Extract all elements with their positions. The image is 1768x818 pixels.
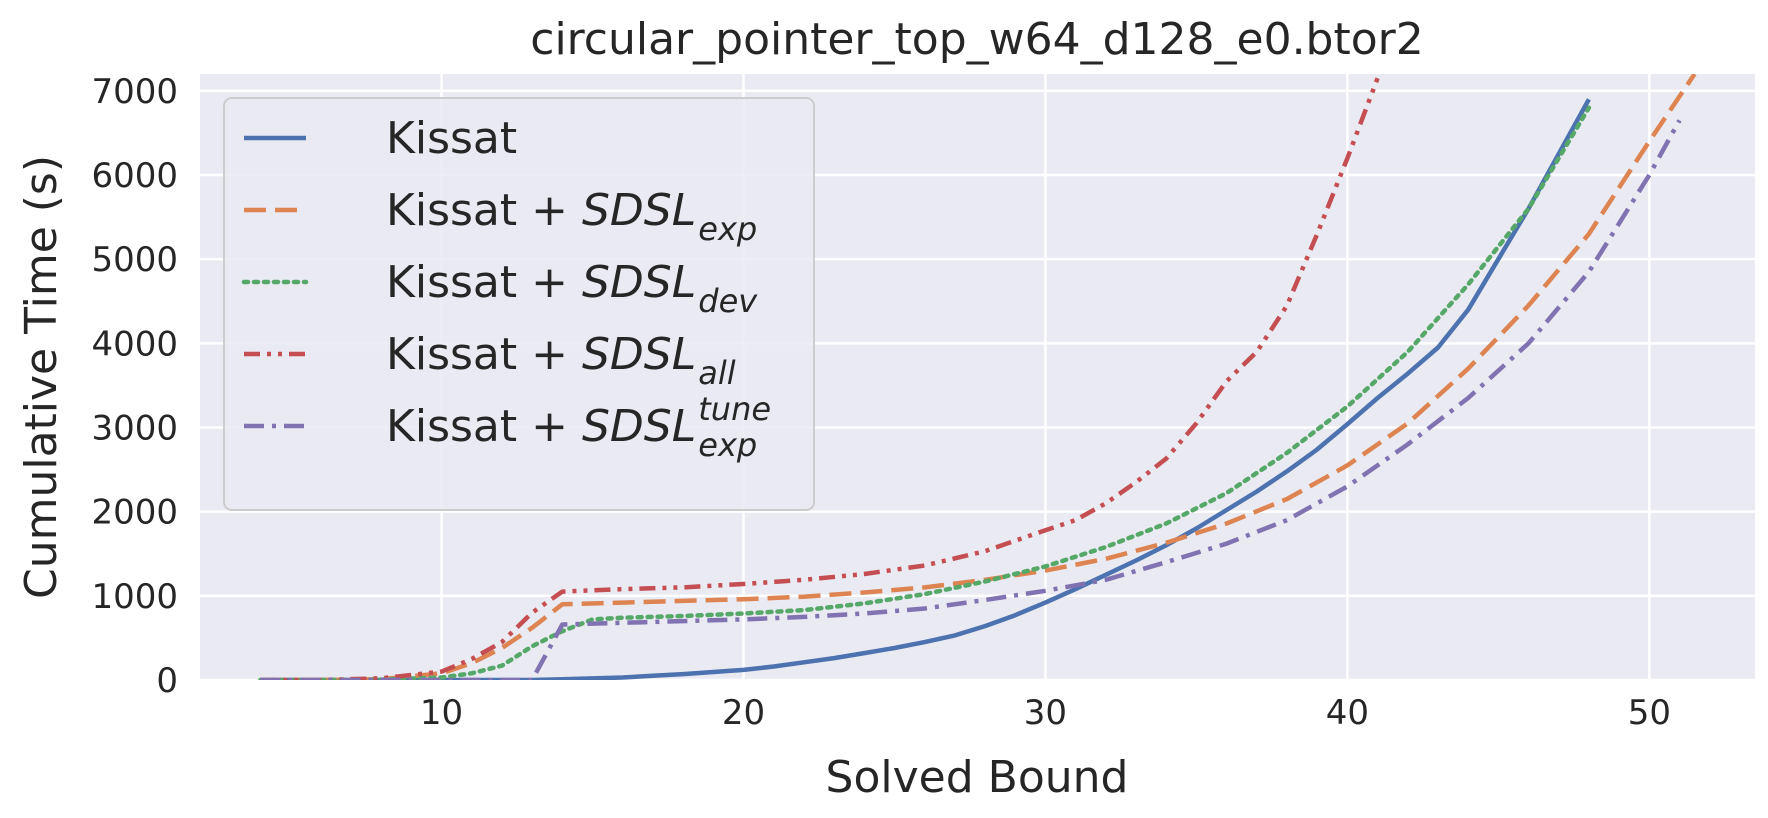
x-tick-label: 50: [1628, 693, 1671, 733]
chart-title: circular_pointer_top_w64_d128_e0.btor2: [530, 14, 1424, 65]
legend-label-2: Kissat + SDSL: [386, 257, 696, 308]
legend-label-sub: dev: [698, 282, 758, 320]
x-tick-label: 20: [722, 693, 765, 733]
y-tick-label: 3000: [91, 409, 178, 449]
y-tick-labels: 0 1000 2000 3000 4000 5000 6000 7000: [91, 72, 178, 701]
y-tick-label: 0: [156, 661, 178, 701]
series-line-4: [260, 119, 1682, 680]
legend-label-math: SDSL: [582, 401, 696, 452]
legend-label-prefix: Kissat +: [386, 257, 582, 308]
legend-label-math: SDSL: [582, 185, 696, 236]
series-line-2: [258, 105, 1592, 680]
legend-label-3: Kissat + SDSL: [386, 329, 696, 380]
legend-label-1: Kissat + SDSL: [386, 185, 696, 236]
legend-label-sub: all: [698, 354, 736, 392]
legend-label-prefix: Kissat +: [386, 401, 582, 452]
x-axis-title: Solved Bound: [826, 752, 1129, 803]
x-tick-label: 10: [420, 693, 463, 733]
legend-label-sup: tune: [698, 390, 771, 428]
series-line-3: [260, 77, 1380, 680]
series-line-1: [260, 74, 1697, 680]
y-tick-label: 1000: [91, 577, 178, 617]
legend-box: [223, 97, 815, 511]
legend-label-0: Kissat: [386, 113, 517, 164]
x-tick-label: 30: [1024, 693, 1067, 733]
legend-label-4: Kissat + SDSL: [386, 401, 696, 452]
y-axis-title: Cumulative Time (s): [16, 155, 67, 599]
y-tick-label: 5000: [91, 240, 178, 280]
legend-label-prefix: Kissat +: [386, 329, 582, 380]
series-line-0: [260, 98, 1591, 680]
series-group: [258, 74, 1697, 680]
legend-label-math: SDSL: [582, 329, 696, 380]
y-tick-label: 4000: [91, 324, 178, 364]
x-tick-labels: 10 20 30 40 50: [420, 693, 1671, 733]
legend-label-prefix: Kissat +: [386, 185, 582, 236]
legend-label-math: SDSL: [582, 257, 696, 308]
legend-label-sub: exp: [698, 426, 757, 464]
x-tick-label: 40: [1326, 693, 1369, 733]
y-tick-label: 7000: [91, 72, 178, 112]
legend-label-sub: exp: [698, 210, 757, 248]
y-tick-label: 6000: [91, 156, 178, 196]
y-tick-label: 2000: [91, 493, 178, 533]
legend-label-prefix: Kissat: [386, 113, 517, 164]
